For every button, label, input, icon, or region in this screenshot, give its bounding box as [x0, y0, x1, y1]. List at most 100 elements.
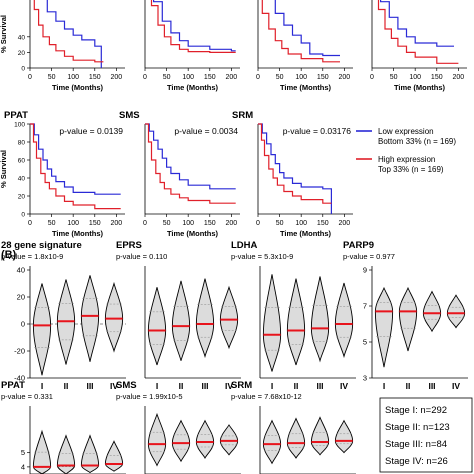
- x-axis-label: Time (Months): [52, 83, 104, 92]
- violin-IV: [219, 285, 239, 350]
- stage-count-ii: Stage II: n=123: [385, 422, 450, 433]
- y-tick-label: 80: [18, 140, 26, 147]
- y-tick-label: 0: [21, 212, 25, 219]
- stage-counts-border: [379, 397, 473, 473]
- km-panel-3: 0 50 100 150 200 Time (Months): [256, 0, 353, 92]
- violin-I: [147, 412, 167, 467]
- x-axis-label: Time (Months): [52, 229, 104, 238]
- x-tick-label: 200: [226, 74, 238, 81]
- x-tick-label: 0: [28, 74, 32, 81]
- y-tick-label: -40: [14, 374, 25, 383]
- y-tick-label: 60: [18, 158, 26, 165]
- x-tick-label: I: [383, 381, 385, 391]
- y-tick-label: -20: [14, 347, 25, 356]
- y-tick-label: 9: [363, 266, 367, 275]
- x-tick-label: III: [316, 381, 323, 391]
- x-tick-label: 0: [256, 220, 260, 227]
- x-tick-label: 200: [339, 220, 351, 227]
- x-tick-label: 150: [317, 74, 329, 81]
- km-panel-7: 0 50 100 150 200 Time (Months) SRM p-value = 0.…: [232, 110, 353, 238]
- high-expression-curve: [150, 0, 236, 53]
- y-tick-label: 40: [18, 176, 26, 183]
- x-tick-label: 100: [295, 220, 307, 227]
- violin-III: [310, 416, 330, 456]
- x-tick-label: II: [179, 381, 184, 391]
- violin-II: [286, 278, 306, 366]
- violin-III: [310, 276, 330, 363]
- p-value-label: p-value = 0.0034: [174, 126, 238, 136]
- violin-I: [147, 287, 167, 366]
- high-expression-curve: [261, 0, 340, 63]
- violin-III: [195, 278, 215, 359]
- stage-count-i: Stage I: n=292: [385, 405, 447, 416]
- x-tick-label: I: [41, 381, 43, 391]
- stage-count-iii: Stage III: n=84: [385, 439, 447, 450]
- x-tick-label: 50: [163, 74, 171, 81]
- y-tick-label: 40: [17, 266, 25, 275]
- x-tick-label: 200: [111, 74, 123, 81]
- y-tick-label: 40: [18, 34, 26, 41]
- violin-II: [286, 417, 306, 459]
- y-tick-label: 4: [21, 462, 25, 471]
- x-tick-label: 100: [67, 74, 79, 81]
- violin-II: [398, 286, 418, 352]
- violin-III: [80, 275, 100, 362]
- y-tick-label: 20: [18, 50, 26, 57]
- high-expression-curve: [145, 123, 236, 204]
- p-value-label: p-value = 0.977: [343, 252, 395, 261]
- x-tick-label: 0: [256, 74, 260, 81]
- y-axis-label: % Survival: [0, 15, 8, 53]
- x-tick-label: 50: [163, 220, 171, 227]
- p-value-label: p-value = 7.68x10-12: [231, 392, 302, 401]
- x-axis-label: Time (Months): [167, 229, 219, 238]
- x-tick-label: 100: [182, 74, 194, 81]
- panel-b-label: (B): [1, 249, 17, 261]
- x-tick-label: 50: [48, 220, 56, 227]
- violin-I: [262, 419, 282, 465]
- y-tick-label: 0: [21, 320, 25, 329]
- x-tick-label: I: [271, 381, 273, 391]
- panel-title: PPAT: [1, 380, 25, 391]
- violin-I: [32, 429, 52, 474]
- low-expression-curve: [30, 123, 121, 195]
- km-panel-1: 0 50 100 150 200 0 20 40 Time (Months) % Survival: [0, 0, 125, 92]
- x-tick-label: 200: [226, 220, 238, 227]
- x-tick-label: 0: [143, 220, 147, 227]
- x-tick-label: 50: [276, 74, 284, 81]
- y-tick-label: 5: [363, 338, 367, 347]
- x-tick-label: 150: [317, 220, 329, 227]
- p-value-label: p-value = 0.110: [116, 252, 167, 261]
- x-tick-label: 150: [204, 220, 216, 227]
- x-tick-label: 50: [48, 74, 56, 81]
- x-axis-label: Time (Months): [280, 83, 332, 92]
- violin-I: [32, 283, 52, 376]
- high-expression-curve: [33, 0, 104, 63]
- x-tick-label: IV: [452, 381, 460, 391]
- p-value-label: p-value = 1.99x10-5: [116, 392, 183, 401]
- violin-III: [422, 290, 442, 333]
- km-panel-4: 0 50 100 150 200 Time (Months): [370, 0, 467, 92]
- panel-title: SRM: [232, 110, 253, 121]
- km-panel-5: 0 50 100 150 200 0 20 40 60 80 100 Time (Months) % S…: [0, 110, 125, 238]
- legend-low-label: Low expression: [378, 127, 434, 136]
- x-tick-label: 200: [111, 220, 123, 227]
- x-tick-label: 100: [295, 74, 307, 81]
- x-tick-label: II: [406, 381, 411, 391]
- y-tick-label: 100: [14, 122, 25, 129]
- x-tick-label: III: [428, 381, 435, 391]
- y-tick-label: 5: [21, 448, 25, 457]
- x-tick-label: 100: [67, 220, 79, 227]
- panel-title: SRM: [231, 380, 252, 391]
- y-tick-label: 3: [363, 374, 367, 383]
- violin-IV: [104, 440, 124, 472]
- low-expression-curve: [145, 123, 236, 190]
- y-tick-label: 20: [17, 293, 25, 302]
- x-tick-label: III: [201, 381, 208, 391]
